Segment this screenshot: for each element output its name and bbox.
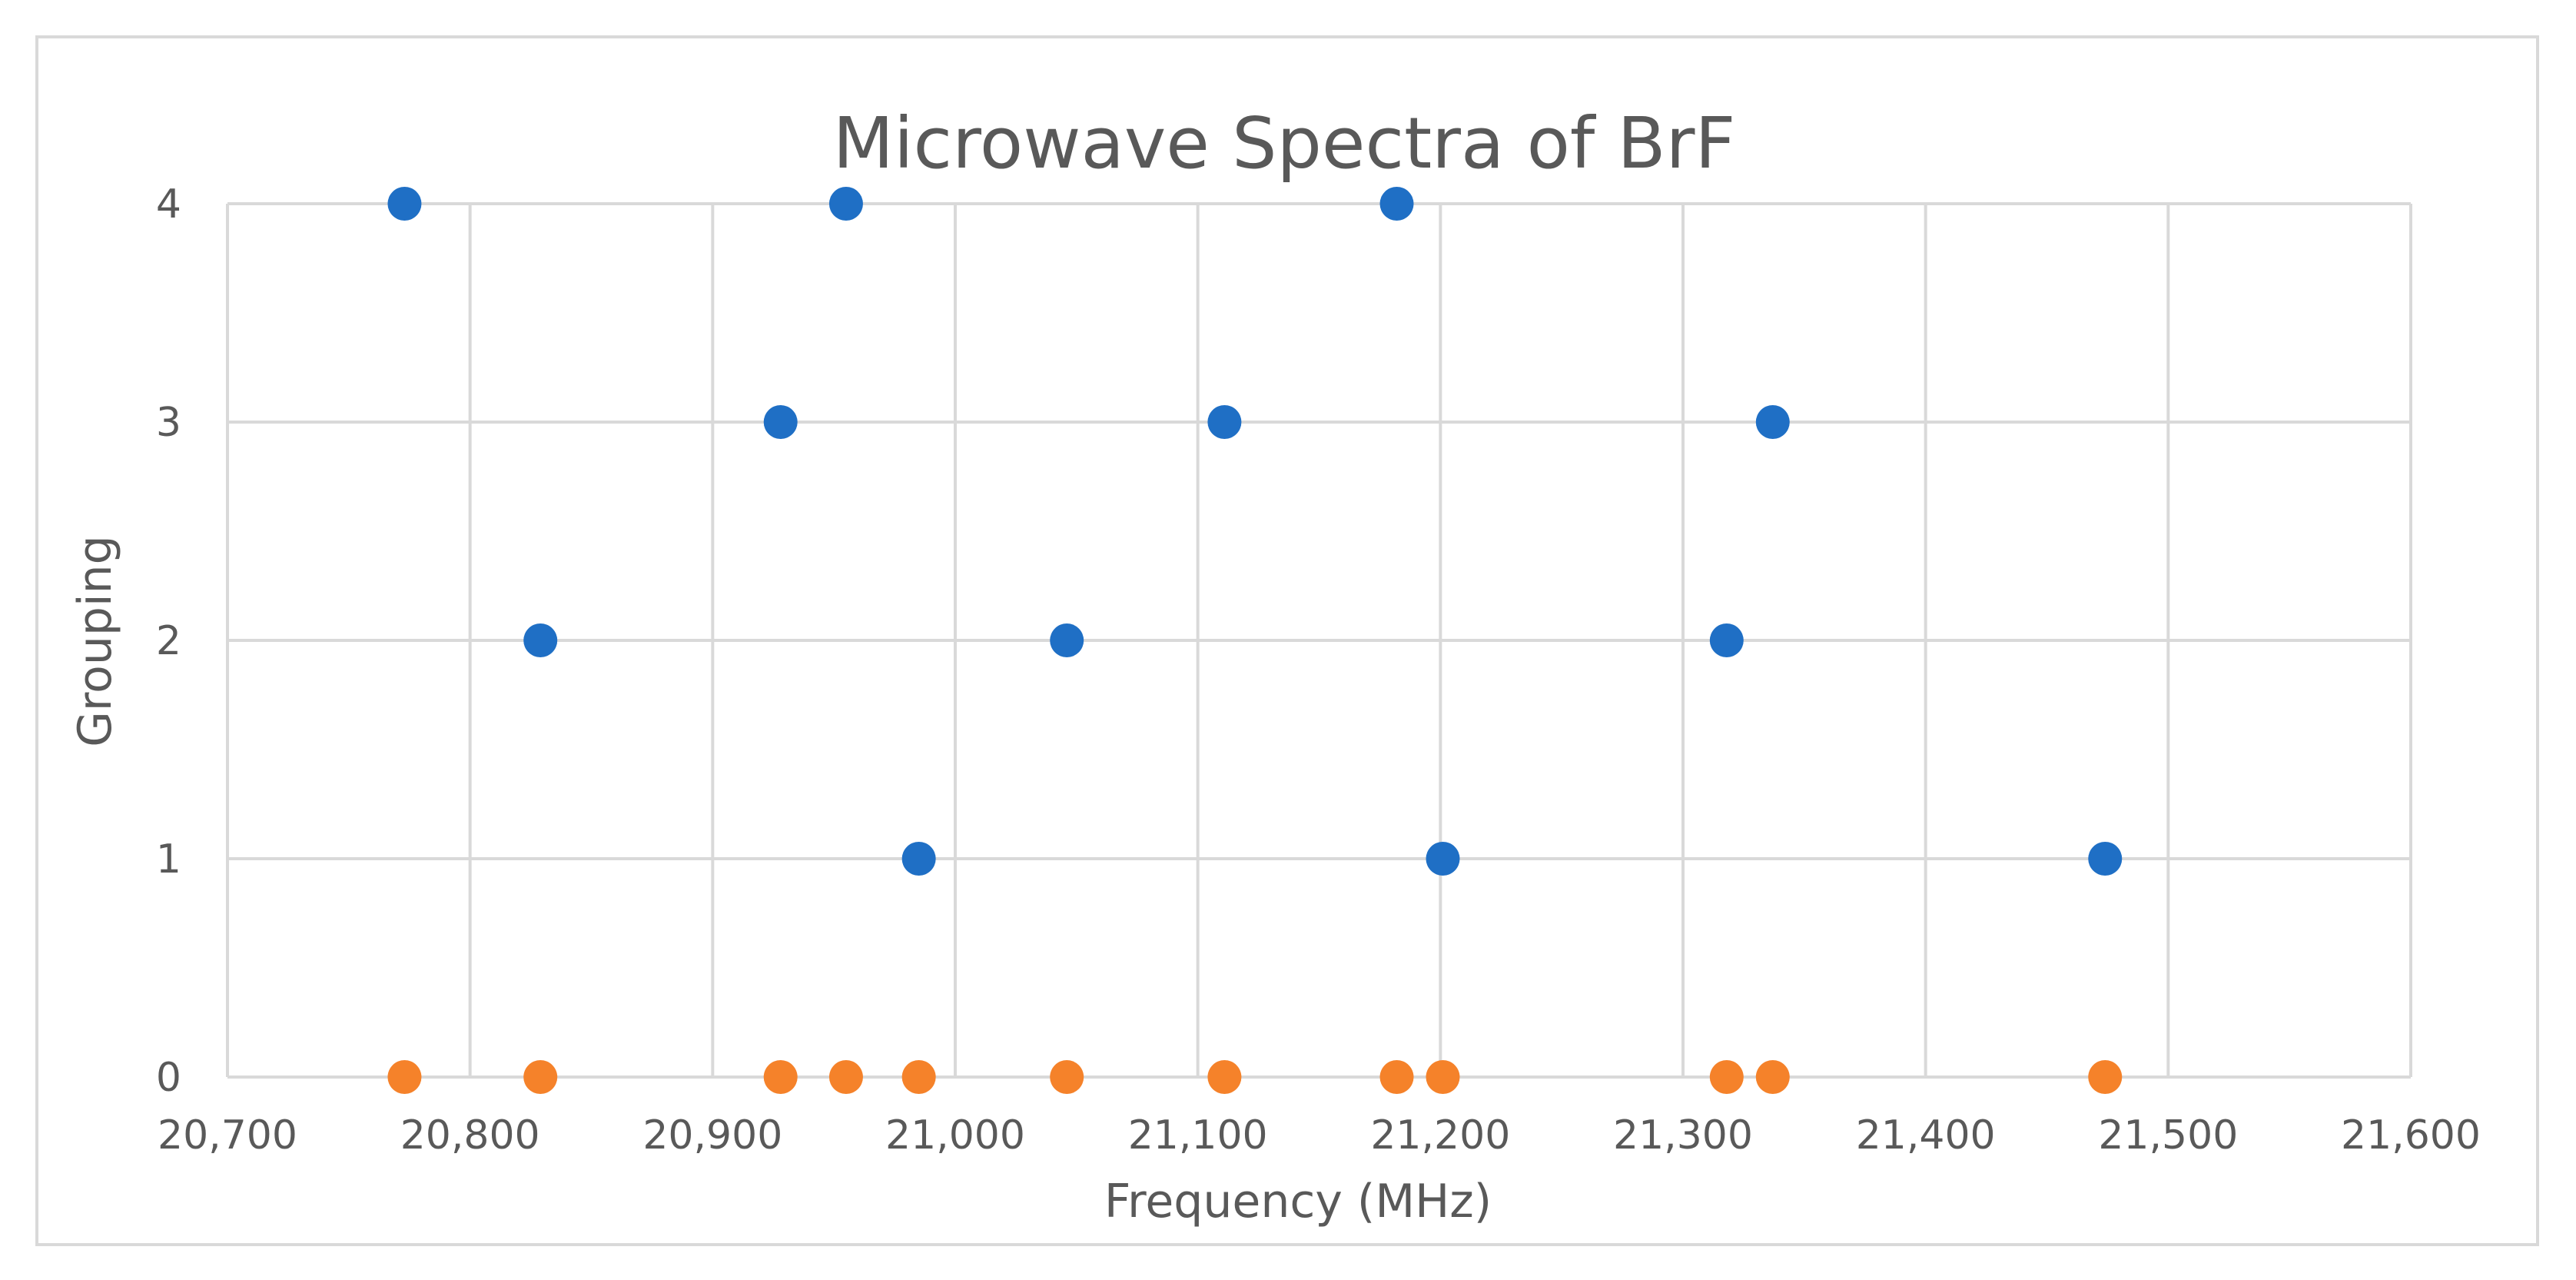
scatter-point-series-2 <box>1755 1060 1790 1094</box>
x-tick-label: 21,100 <box>1128 1112 1268 1159</box>
x-tick-label: 21,000 <box>885 1112 1025 1159</box>
tick-layer: 20,700 20,800 20,900 21,000 21,100 21,200 21,3… <box>156 181 2481 1159</box>
scatter-point-series-1 <box>1207 405 1242 439</box>
scatter-point-series-1 <box>901 842 936 876</box>
scatter-point-series-1 <box>828 187 863 221</box>
scatter-point-series-1 <box>1379 187 1414 221</box>
scatter-point-series-2 <box>763 1060 798 1094</box>
x-tick-label: 20,700 <box>158 1112 297 1159</box>
scatter-point-series-1 <box>1709 623 1744 657</box>
scatter-point-series-2 <box>2088 1060 2123 1094</box>
y-tick-label: 3 <box>156 400 181 446</box>
y-tick-label: 2 <box>156 618 181 664</box>
point-layer <box>387 187 2123 1094</box>
y-axis-label: Grouping <box>68 535 122 746</box>
scatter-point-series-1 <box>1426 842 1460 876</box>
scatter-point-series-1 <box>523 623 558 657</box>
y-tick-label: 0 <box>156 1055 181 1101</box>
scatter-point-series-1 <box>2088 842 2123 876</box>
scatter-point-series-2 <box>828 1060 863 1094</box>
x-tick-label: 21,600 <box>2341 1112 2481 1159</box>
x-tick-label: 21,300 <box>1613 1112 1753 1159</box>
scatter-point-series-1 <box>763 405 798 439</box>
scatter-point-series-2 <box>1379 1060 1414 1094</box>
y-tick-label: 1 <box>156 836 181 883</box>
scatter-point-series-2 <box>1050 1060 1084 1094</box>
x-tick-label: 20,900 <box>642 1112 782 1159</box>
scatter-point-series-2 <box>1207 1060 1242 1094</box>
scatter-point-series-1 <box>387 187 422 221</box>
x-tick-label: 21,200 <box>1370 1112 1510 1159</box>
scatter-point-series-2 <box>387 1060 422 1094</box>
chart-title: Microwave Spectra of BrF <box>833 102 1736 185</box>
x-tick-label: 20,800 <box>400 1112 540 1159</box>
grid-layer <box>226 202 2412 1079</box>
x-tick-label: 21,400 <box>1856 1112 1996 1159</box>
y-tick-label: 4 <box>156 181 181 228</box>
scatter-point-series-1 <box>1050 623 1084 657</box>
scatter-point-series-2 <box>523 1060 558 1094</box>
x-tick-label: 21,500 <box>2098 1112 2238 1159</box>
scatter-point-series-1 <box>1755 405 1790 439</box>
x-axis-label: Frequency (MHz) <box>1104 1175 1492 1228</box>
scatter-point-series-2 <box>1709 1060 1744 1094</box>
scatter-point-series-2 <box>901 1060 936 1094</box>
scatter-point-series-2 <box>1426 1060 1460 1094</box>
